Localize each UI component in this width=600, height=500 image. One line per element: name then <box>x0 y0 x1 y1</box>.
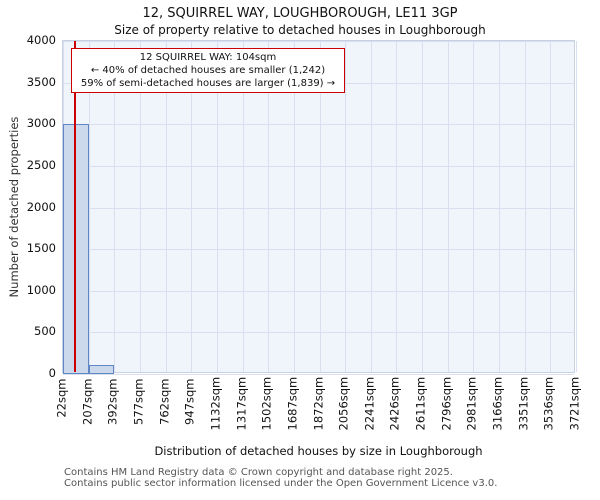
x-tick-label: 3351sqm <box>516 376 531 431</box>
x-gridline <box>268 41 270 372</box>
y-tick-label: 1000 <box>26 282 56 297</box>
x-tick-label: 3166sqm <box>490 376 505 431</box>
y-gridline <box>63 165 574 167</box>
x-gridline <box>370 41 372 372</box>
y-tick-label: 1500 <box>26 241 56 256</box>
x-tick-label: 3536sqm <box>541 376 556 431</box>
x-gridline <box>499 41 501 372</box>
y-tick-label: 4000 <box>26 33 56 47</box>
x-tick-label: 1502sqm <box>259 376 274 431</box>
x-gridline <box>139 41 141 372</box>
x-tick-label: 947sqm <box>182 378 197 425</box>
footer-line-1: Contains HM Land Registry data © Crown c… <box>64 467 453 478</box>
x-tick-label: 2796sqm <box>439 376 454 431</box>
x-tick-label: 577sqm <box>131 378 146 425</box>
x-axis-label: Distribution of detached houses by size … <box>154 444 483 458</box>
x-tick-label: 1687sqm <box>285 376 300 431</box>
annotation-larger-text: 59% of semi-detached houses are larger (… <box>80 78 336 89</box>
x-tick-label: 1872sqm <box>311 376 325 431</box>
y-tick-label: 2000 <box>26 199 56 214</box>
y-gridline <box>63 374 574 375</box>
x-tick-label: 3721sqm <box>567 376 582 431</box>
x-gridline <box>524 41 526 372</box>
x-tick-label: 2056sqm <box>336 376 351 431</box>
y-gridline <box>63 124 574 126</box>
x-gridline <box>396 41 398 372</box>
chart-subtitle: Size of property relative to detached ho… <box>114 23 486 37</box>
y-gridline <box>63 41 574 42</box>
y-tick-label: 3500 <box>26 74 56 89</box>
footer-line-2: Contains public sector information licen… <box>64 478 498 489</box>
x-gridline <box>473 41 475 372</box>
x-gridline <box>550 41 552 372</box>
x-tick-label: 22sqm <box>54 378 69 418</box>
plot-area: 12 SQUIRREL WAY: 104sqm ← 40% of detache… <box>62 40 577 375</box>
x-gridline <box>114 41 116 372</box>
x-gridline <box>293 41 295 372</box>
x-tick-label: 762sqm <box>157 378 172 425</box>
x-tick-label: 1132sqm <box>208 376 223 431</box>
x-gridline <box>216 41 218 372</box>
histogram-bar <box>88 364 115 374</box>
annotation-smaller-text: ← 40% of detached houses are smaller (1,… <box>90 65 326 76</box>
y-gridline <box>63 332 574 334</box>
y-gridline <box>63 290 574 292</box>
x-tick-label: 2426sqm <box>387 376 402 431</box>
y-tick-label: 2500 <box>26 157 56 172</box>
x-gridline <box>242 41 244 372</box>
chart-title: 12, SQUIRREL WAY, LOUGHBOROUGH, LE11 3GP <box>142 6 458 21</box>
y-gridline <box>63 207 574 209</box>
x-tick-label: 207sqm <box>80 378 95 425</box>
x-tick-label: 2241sqm <box>362 376 377 431</box>
annotation-title: 12 SQUIRREL WAY: 104sqm <box>139 52 277 63</box>
x-gridline <box>345 41 347 372</box>
y-tick-label: 3000 <box>26 116 56 131</box>
x-gridline <box>447 41 449 372</box>
x-tick-label: 392sqm <box>105 378 120 425</box>
x-gridline <box>165 41 167 372</box>
y-gridline <box>63 249 574 251</box>
x-gridline <box>319 41 321 372</box>
x-gridline <box>576 41 577 372</box>
x-tick-label: 2981sqm <box>464 376 479 431</box>
x-gridline <box>88 41 90 372</box>
y-tick-label: 0 <box>48 366 56 380</box>
x-tick-label: 1317sqm <box>234 376 249 431</box>
annotation-box: 12 SQUIRREL WAY: 104sqm ← 40% of detache… <box>71 48 345 93</box>
x-tick-label: 2611sqm <box>413 376 428 431</box>
y-tick-label: 500 <box>34 324 56 339</box>
x-gridline <box>191 41 193 372</box>
property-marker-line <box>74 41 76 372</box>
x-gridline <box>422 41 424 372</box>
